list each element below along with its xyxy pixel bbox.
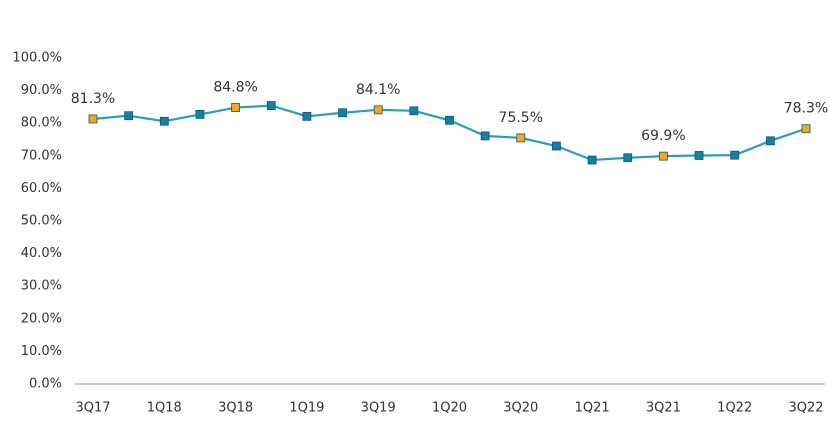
point xyxy=(159,116,169,126)
y-tick-label: 60.0% xyxy=(21,181,62,196)
value-label: 81.3% xyxy=(71,91,115,107)
x-tick-label: 3Q22 xyxy=(788,401,823,416)
x-tick-label: 1Q21 xyxy=(575,401,610,416)
point xyxy=(88,114,98,124)
y-tick-label: 50.0% xyxy=(21,214,62,229)
y-tick-label: 70.0% xyxy=(21,148,62,163)
point xyxy=(694,151,704,160)
value-label: 78.3% xyxy=(784,101,828,117)
x-tick-label: 1Q19 xyxy=(289,401,324,416)
point xyxy=(516,133,526,143)
x-tick-label: 1Q22 xyxy=(717,401,752,416)
y-tick-label: 10.0% xyxy=(21,344,62,359)
point xyxy=(730,150,740,160)
point xyxy=(373,105,383,115)
point xyxy=(231,103,241,112)
value-label: 75.5% xyxy=(499,110,543,126)
value-label: 84.8% xyxy=(213,80,257,96)
point xyxy=(338,108,347,118)
x-tick-label: 3Q18 xyxy=(218,401,253,416)
value-label: 84.1% xyxy=(356,82,400,98)
x-tick-label: 1Q18 xyxy=(147,401,182,416)
y-tick-label: 40.0% xyxy=(21,246,62,261)
point xyxy=(623,153,633,163)
x-tick-label: 3Q19 xyxy=(361,401,396,416)
point xyxy=(659,151,668,161)
x-tick-label: 3Q17 xyxy=(75,401,110,416)
point xyxy=(409,106,419,116)
point xyxy=(801,124,811,134)
point xyxy=(302,111,312,121)
x-tick-label: 1Q20 xyxy=(432,401,467,416)
point xyxy=(480,131,490,141)
y-tick-label: 90.0% xyxy=(21,83,62,98)
point xyxy=(266,101,276,110)
y-tick-label: 20.0% xyxy=(21,311,62,326)
point xyxy=(587,155,597,165)
point xyxy=(765,136,775,146)
point xyxy=(124,111,134,121)
point xyxy=(195,109,205,119)
y-tick-label: 0.0% xyxy=(29,377,62,392)
point xyxy=(552,141,561,151)
y-tick-label: 30.0% xyxy=(21,279,62,294)
value-label: 69.9% xyxy=(641,128,685,144)
x-tick-label: 3Q21 xyxy=(646,401,681,416)
y-tick-label: 100.0% xyxy=(12,51,62,66)
point xyxy=(445,115,454,125)
x-tick-label: 3Q20 xyxy=(503,401,538,416)
y-tick-label: 80.0% xyxy=(21,116,62,131)
